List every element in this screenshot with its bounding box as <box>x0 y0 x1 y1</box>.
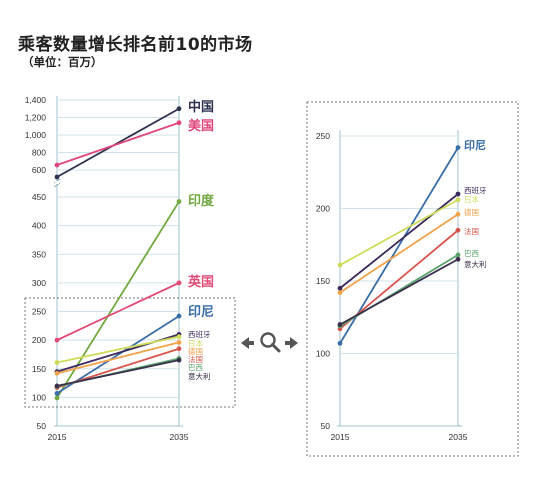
right-point-2015-series-10 <box>337 322 343 327</box>
right-y-tick-2: 150 <box>316 276 330 286</box>
left-label-series-7: 德国 <box>188 346 203 356</box>
left-line-series-10 <box>56 359 180 387</box>
left-y-tick-4: 600 <box>32 165 46 175</box>
left-point-2015-series-2 <box>54 395 60 401</box>
right-line-series-4 <box>339 147 459 344</box>
left-point-2015-series-6 <box>54 360 60 365</box>
right-point-2035-series-4 <box>455 145 461 151</box>
arrow-left-icon <box>241 337 249 349</box>
right-line-series-10 <box>339 258 459 326</box>
zoom-region-box <box>24 297 236 408</box>
left-label-series-8: 法国 <box>188 354 203 364</box>
left-y-tick-10: 200 <box>32 335 46 345</box>
left-point-2035-series-3 <box>176 280 182 286</box>
left-point-2015-series-1 <box>54 162 60 168</box>
right-point-2035-series-8 <box>455 227 461 233</box>
left-y-tick-2: 1,000 <box>25 130 47 140</box>
right-point-2035-series-5 <box>455 191 461 197</box>
right-label-series-9: 巴西 <box>464 249 479 258</box>
left-y-tick-3: 800 <box>32 148 46 158</box>
chart-subtitle: （单位：百万） <box>22 55 103 69</box>
right-point-2015-series-6 <box>337 262 343 268</box>
left-line-series-0 <box>56 107 180 178</box>
left-line-series-7 <box>56 341 180 375</box>
right-label-series-5: 西班牙 <box>464 185 487 195</box>
magnifier-icon <box>241 332 298 353</box>
arrow-left-shaft <box>248 341 254 345</box>
right-point-2035-series-6 <box>455 197 461 203</box>
right-x-tick-1: 2035 <box>449 432 468 442</box>
axis-break-gap <box>55 181 59 184</box>
left-point-2015-series-7 <box>54 370 60 376</box>
left-label-series-1: 美国 <box>188 118 214 134</box>
left-label-series-9: 巴西 <box>188 363 203 372</box>
right-y-tick-3: 100 <box>316 349 330 359</box>
left-point-2035-series-7 <box>176 340 182 345</box>
left-point-2035-series-1 <box>176 120 182 126</box>
right-label-series-8: 法国 <box>464 226 479 236</box>
right-point-2015-series-7 <box>337 290 343 295</box>
left-label-series-2: 印度 <box>188 193 215 209</box>
right-label-series-6: 日本 <box>464 194 479 204</box>
left-y-tick-6: 400 <box>32 221 46 231</box>
right-y-tick-1: 200 <box>316 204 330 214</box>
left-point-2035-series-0 <box>176 106 182 112</box>
magnifier-handle <box>271 343 281 353</box>
right-label-series-4: 印尼 <box>464 139 486 152</box>
left-label-series-4: 印尼 <box>188 305 214 320</box>
right-point-2015-series-4 <box>337 340 343 346</box>
left-y-tick-5: 450 <box>32 192 46 202</box>
right-y-tick-0: 250 <box>316 131 330 141</box>
zoom-panel-border <box>306 101 519 457</box>
left-point-2015-series-4 <box>54 390 60 396</box>
left-x-tick-1: 2035 <box>170 432 189 442</box>
left-label-series-6: 日本 <box>188 338 203 348</box>
left-point-2035-series-4 <box>176 313 182 319</box>
left-point-2015-series-0 <box>54 174 60 180</box>
right-point-2015-series-5 <box>337 285 343 291</box>
left-panel: 1,400 1,200 1,000 800 600 450 400 350 300 250 200 1… <box>24 95 236 442</box>
left-label-series-0: 中国 <box>188 99 214 115</box>
left-point-2035-series-8 <box>176 346 182 352</box>
left-line-series-6 <box>56 335 180 364</box>
right-line-series-6 <box>339 199 459 266</box>
left-x-tick-0: 2015 <box>48 432 67 442</box>
magnifier-lens-icon <box>260 332 276 348</box>
left-y-tick-0: 1,400 <box>25 95 47 105</box>
chart-title: 乘客数量增长排名前10的市场 <box>18 35 253 55</box>
left-line-series-1 <box>56 121 180 166</box>
left-y-tick-13: 50 <box>37 421 47 431</box>
left-point-2035-series-10 <box>176 357 182 363</box>
right-line-series-7 <box>339 213 459 294</box>
left-point-2035-series-2 <box>176 199 182 204</box>
arrow-right-icon <box>290 337 298 349</box>
left-label-series-5: 西班牙 <box>188 329 211 339</box>
left-y-tick-7: 350 <box>32 249 46 259</box>
left-line-series-3 <box>56 282 180 341</box>
left-point-2015-series-10 <box>54 383 60 389</box>
left-point-2015-series-3 <box>54 337 60 343</box>
arrow-right-shaft <box>285 341 291 345</box>
right-y-tick-4: 50 <box>321 421 331 431</box>
left-y-tick-9: 250 <box>32 307 46 317</box>
left-label-series-3: 英国 <box>187 274 214 290</box>
right-line-series-8 <box>339 229 459 330</box>
left-label-series-10: 意大利 <box>188 371 211 381</box>
right-point-2035-series-10 <box>455 256 461 262</box>
right-point-2035-series-9 <box>455 252 461 258</box>
right-x-tick-0: 2015 <box>331 432 350 442</box>
left-point-2035-series-6 <box>176 334 182 340</box>
left-y-tick-11: 150 <box>32 364 46 374</box>
right-label-series-10: 意大利 <box>464 259 487 269</box>
left-y-tick-1: 1,200 <box>25 113 47 123</box>
right-label-series-7: 德国 <box>464 207 479 217</box>
left-y-tick-12: 100 <box>32 392 46 402</box>
right-point-2035-series-7 <box>455 211 461 217</box>
left-y-tick-8: 300 <box>32 278 46 288</box>
